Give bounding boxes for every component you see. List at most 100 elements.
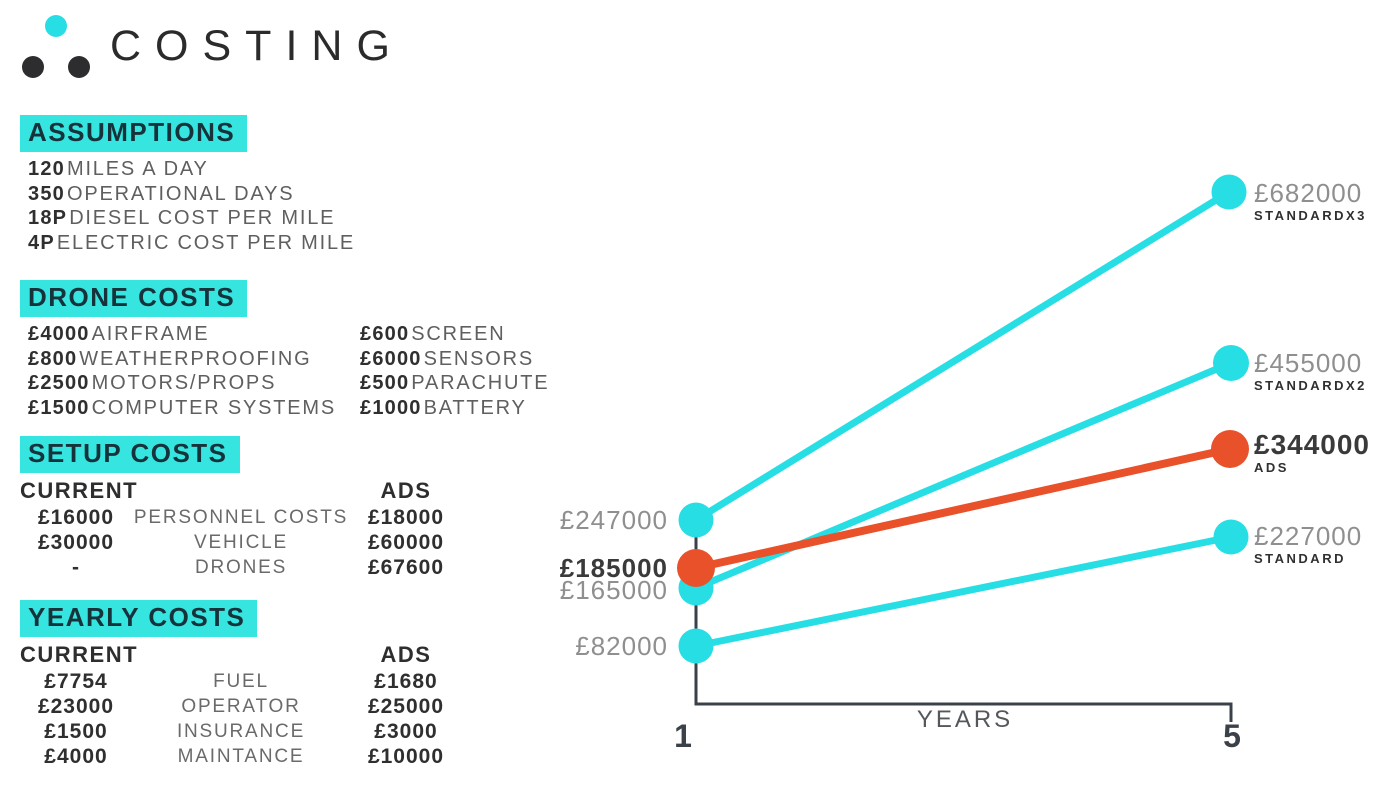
setup-row-label: DRONES	[194, 557, 288, 578]
point-standard-year5	[1213, 519, 1249, 555]
yearly-costs-section: YEARLY COSTS CURRENT ADS £7754 FUEL £168…	[20, 600, 462, 769]
assumption-item: 350 OPERATIONAL DAYS	[28, 182, 355, 207]
chart-end-label-standardx2: £455000 STANDARDX2	[1254, 349, 1367, 393]
cost-value: £600	[360, 323, 410, 345]
x-axis-tick-year5: 5	[1223, 718, 1241, 754]
end-label-series: STANDARDX3	[1254, 208, 1367, 223]
point-standardx2-year5	[1213, 345, 1249, 381]
chart-start-label-standardx2: £165000	[559, 575, 668, 605]
assumption-label: ELECTRIC COST PER MILE	[56, 231, 356, 254]
axis-line	[694, 520, 1233, 722]
yearly-ads-value: £10000	[367, 745, 445, 768]
yearly-ads-value: £3000	[374, 720, 438, 743]
end-label-value: £227000	[1254, 521, 1363, 551]
setup-ads-value: £60000	[367, 531, 445, 554]
setup-costs-section: SETUP COSTS CURRENT ADS £16000 PERSONNEL…	[20, 436, 462, 580]
assumption-item: 18P DIESEL COST PER MILE	[28, 206, 355, 231]
series-line-standardx3	[694, 189, 1231, 523]
x-axis-title: YEARS	[916, 706, 1014, 733]
assumption-label: OPERATIONAL DAYS	[66, 182, 295, 205]
yearly-row-label: FUEL	[213, 671, 269, 692]
assumptions-section: ASSUMPTIONS 120 MILES A DAY 350 OPERATIONA…	[20, 115, 355, 255]
yearly-costs-heading: YEARLY COSTS	[20, 600, 258, 637]
page-title: COSTING	[110, 22, 404, 70]
drone-cost-item: £2500 MOTORS/PROPS	[28, 371, 360, 396]
assumption-item: 120 MILES A DAY	[28, 157, 355, 182]
cost-value: £1000	[360, 396, 422, 419]
end-label-value: £455000	[1254, 348, 1363, 378]
cost-label: MOTORS/PROPS	[91, 372, 277, 394]
drone-cost-item: £500 PARACHUTE	[360, 371, 549, 396]
assumption-label: MILES A DAY	[66, 158, 209, 180]
x-axis-tick-year1: 1	[674, 718, 692, 754]
end-label-series: STANDARD	[1254, 551, 1346, 566]
point-ads-year5	[1211, 430, 1249, 468]
cost-label: PARACHUTE	[411, 372, 550, 394]
cost-label: AIRFRAME	[91, 323, 210, 345]
cost-value: £800	[28, 347, 78, 370]
end-label-value: £682000	[1254, 178, 1363, 208]
yearly-row-label: INSURANCE	[176, 721, 306, 742]
cost-value: £4000	[28, 323, 90, 345]
yearly-current-value: £1500	[44, 720, 108, 743]
series-line-standard	[695, 533, 1232, 650]
column-header-current: CURRENT	[20, 478, 139, 503]
drone-cost-item: £6000 SENSORS	[360, 347, 549, 372]
drone-cost-item: £1000 BATTERY	[360, 396, 549, 421]
chart-start-label-standard: £82000	[575, 631, 668, 661]
setup-row-label: PERSONNEL COSTS	[133, 507, 349, 528]
setup-current-value: £16000	[37, 506, 115, 529]
setup-row-label: VEHICLE	[194, 532, 288, 553]
series-line-ads	[695, 445, 1231, 572]
column-header-ads: ADS	[380, 478, 432, 503]
setup-costs-heading: SETUP COSTS	[20, 436, 240, 473]
assumption-value: 120	[28, 158, 65, 180]
yearly-row-label: MAINTANCE	[177, 746, 305, 767]
column-header-ads: ADS	[380, 642, 432, 667]
assumption-item: 4P ELECTRIC COST PER MILE	[28, 231, 355, 256]
column-header-current: CURRENT	[20, 642, 139, 667]
chart-end-label-standard: £227000 STANDARD	[1254, 522, 1362, 566]
cost-value: £500	[360, 372, 410, 394]
setup-current-value: -	[72, 556, 80, 579]
setup-costs-table: CURRENT ADS £16000 PERSONNEL COSTS £1800…	[20, 477, 462, 580]
setup-ads-value: £67600	[367, 556, 445, 579]
logo-dot-cyan-icon	[45, 15, 67, 37]
cost-label: COMPUTER SYSTEMS	[91, 396, 337, 419]
yearly-row-label: OPERATOR	[181, 696, 301, 717]
setup-current-value: £30000	[37, 531, 115, 554]
yearly-ads-value: £1680	[374, 670, 438, 693]
setup-ads-value: £18000	[367, 506, 445, 529]
yearly-current-value: £7754	[44, 670, 108, 693]
cost-label: SENSORS	[423, 347, 535, 370]
drone-cost-item: £4000 AIRFRAME	[28, 322, 360, 347]
yearly-current-value: £23000	[37, 695, 115, 718]
point-standardx3-year5	[1211, 174, 1247, 210]
logo-dot-dark-right-icon	[68, 56, 90, 78]
yearly-costs-table: CURRENT ADS £7754 FUEL £1680 £23000 OPER…	[20, 641, 462, 769]
end-label-series: STANDARDX2	[1254, 378, 1367, 393]
assumption-value: 4P	[28, 231, 55, 254]
cost-label: SCREEN	[411, 323, 506, 345]
assumption-value: 350	[28, 182, 65, 205]
yearly-current-value: £4000	[44, 745, 108, 768]
point-standardx3-year1	[678, 502, 714, 538]
drone-cost-item: £1500 COMPUTER SYSTEMS	[28, 396, 360, 421]
cost-label: WEATHERPROOFING	[79, 347, 312, 370]
drone-cost-item: £800 WEATHERPROOFING	[28, 347, 360, 372]
assumption-label: DIESEL COST PER MILE	[69, 207, 336, 229]
cost-value: £1500	[28, 396, 90, 419]
cost-value: £6000	[360, 347, 422, 370]
cost-value: £2500	[28, 372, 90, 394]
assumption-value: 18P	[28, 207, 68, 229]
chart-end-label-ads: £344000 ADS	[1254, 431, 1370, 476]
chart-end-label-standardx3: £682000 STANDARDX3	[1254, 179, 1367, 223]
chart-start-label-standardx3: £247000	[559, 505, 668, 535]
assumptions-heading: ASSUMPTIONS	[20, 115, 248, 152]
point-ads-year1	[677, 549, 715, 587]
yearly-ads-value: £25000	[367, 695, 445, 718]
chart-start-label-ads: £185000	[559, 553, 668, 583]
end-label-series: ADS	[1254, 460, 1289, 475]
